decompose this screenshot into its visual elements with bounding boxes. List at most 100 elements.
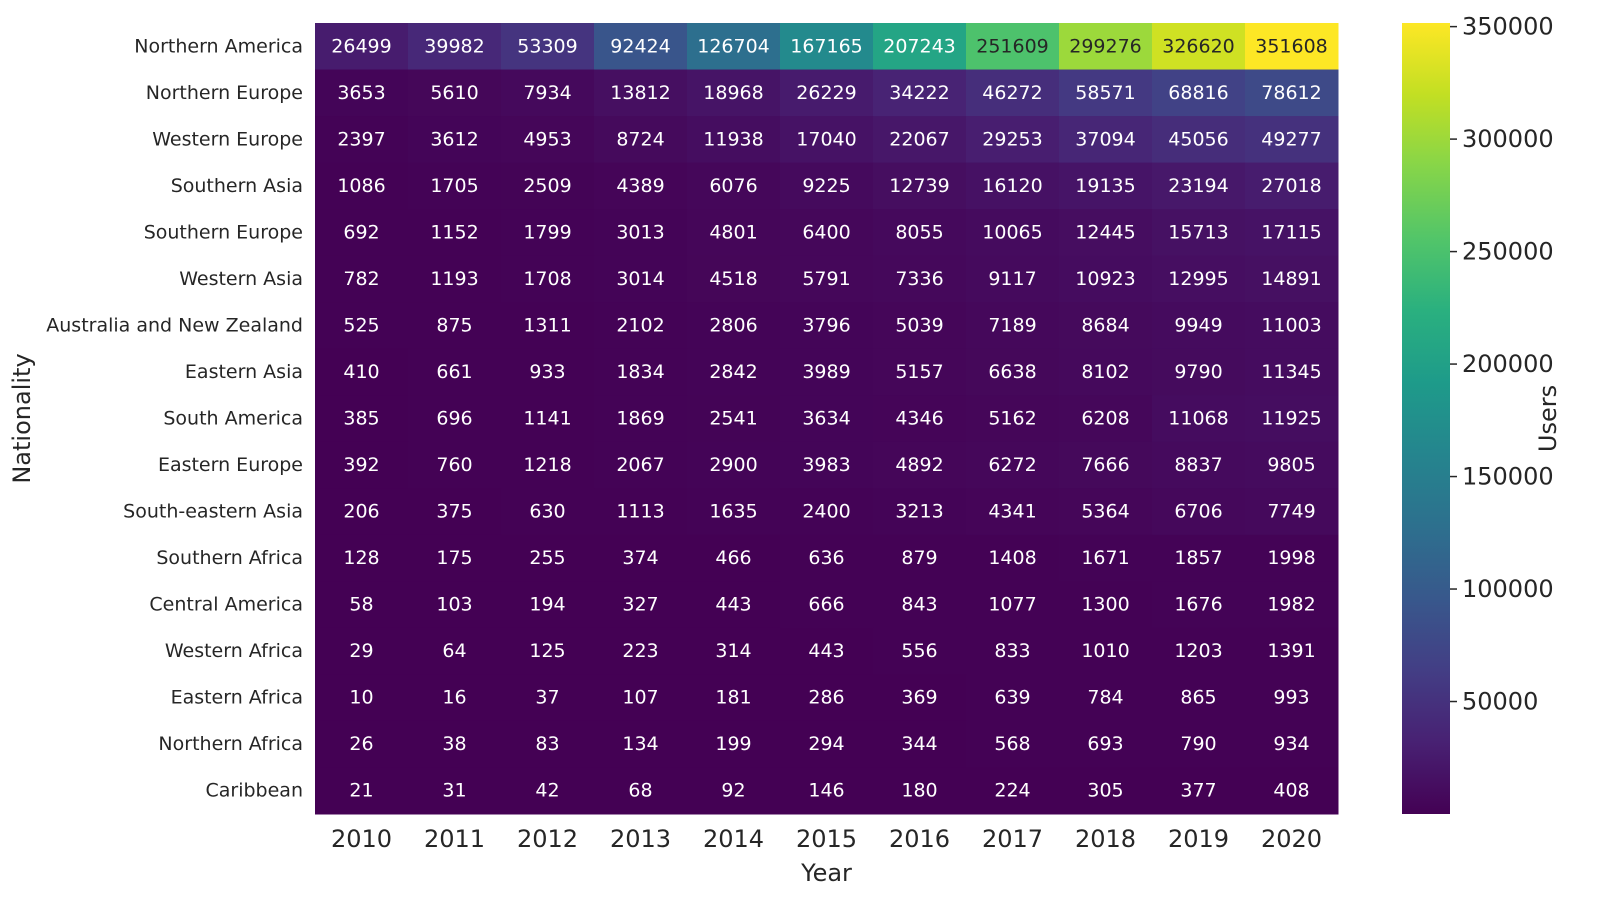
heatmap-cell: [966, 23, 1060, 71]
cell-value-label: 3014: [616, 268, 664, 290]
cell-value-label: 369: [901, 687, 937, 709]
heatmap-cell: [408, 674, 502, 722]
heatmap-cell: [315, 116, 409, 164]
cell-value-label: 3634: [802, 408, 850, 430]
heatmap-cell: [1245, 255, 1339, 303]
heatmap-cell: [780, 441, 874, 489]
cell-value-label: 11925: [1261, 408, 1321, 430]
cell-value-label: 305: [1087, 780, 1123, 802]
cell-value-label: 443: [715, 594, 751, 616]
heatmap-cell: [1152, 69, 1246, 117]
heatmap-cell: [501, 441, 595, 489]
cell-value-label: 17040: [796, 128, 856, 150]
heatmap-cell: [873, 674, 967, 722]
cell-value-label: 833: [994, 640, 1030, 662]
heatmap-cell: [1059, 395, 1153, 443]
heatmap-cell: [873, 162, 967, 210]
cell-value-label: 175: [436, 547, 472, 569]
heatmap-cell: [687, 395, 781, 443]
heatmap-cell: [1245, 441, 1339, 489]
colorbar-tick-label: 350000: [1462, 13, 1554, 41]
heatmap-cell: [873, 534, 967, 582]
cell-value-label: 103: [436, 594, 472, 616]
heatmap-cell: [1245, 395, 1339, 443]
cell-value-label: 1391: [1267, 640, 1315, 662]
cell-value-label: 3013: [616, 221, 664, 243]
heatmap-cell: [1152, 767, 1246, 815]
cell-value-label: 993: [1273, 687, 1309, 709]
cell-value-label: 933: [529, 361, 565, 383]
heatmap-cell: [1059, 23, 1153, 71]
heatmap-cell: [594, 23, 688, 71]
cell-value-label: 1193: [430, 268, 478, 290]
x-tick-label: 2013: [610, 825, 671, 853]
heatmap-cell: [315, 488, 409, 536]
heatmap-cell: [594, 116, 688, 164]
cell-value-label: 22067: [889, 128, 949, 150]
heatmap-cell: [687, 162, 781, 210]
cell-value-label: 8102: [1081, 361, 1129, 383]
cell-value-label: 13812: [610, 82, 670, 104]
heatmap-cell: [315, 720, 409, 768]
heatmap-cell: [501, 116, 595, 164]
y-tick-label: Northern Europe: [146, 82, 303, 104]
heatmap-cell: [873, 209, 967, 257]
cell-value-label: 12445: [1075, 221, 1135, 243]
heatmap-cell: [1245, 767, 1339, 815]
x-tick-label: 2016: [889, 825, 950, 853]
heatmap-cell: [687, 348, 781, 396]
heatmap-cell: [408, 395, 502, 443]
heatmap-cell: [780, 767, 874, 815]
cell-value-label: 16120: [982, 175, 1042, 197]
cell-value-label: 410: [343, 361, 379, 383]
x-tick-label: 2012: [517, 825, 578, 853]
cell-value-label: 7666: [1081, 454, 1129, 476]
heatmap-cell: [408, 441, 502, 489]
cell-value-label: 4389: [616, 175, 664, 197]
cell-value-label: 1113: [616, 501, 664, 523]
cell-value-label: 11003: [1261, 314, 1321, 336]
heatmap-cell: [1152, 488, 1246, 536]
heatmap-cell: [873, 395, 967, 443]
heatmap-cell: [315, 441, 409, 489]
x-tick-label: 2011: [424, 825, 485, 853]
cell-value-label: 351608: [1255, 35, 1328, 57]
cell-value-label: 2806: [709, 314, 757, 336]
heatmap-cell: [501, 69, 595, 117]
x-tick-label: 2017: [982, 825, 1043, 853]
heatmap-cell: [1059, 209, 1153, 257]
cell-value-label: 2102: [616, 314, 664, 336]
heatmap-cell: [966, 348, 1060, 396]
heatmap-cell: [1152, 627, 1246, 675]
y-tick-label: Australia and New Zealand: [46, 314, 303, 336]
heatmap-cell: [687, 23, 781, 71]
cell-value-label: 4801: [709, 221, 757, 243]
colorbar: 50000 100000 150000 200000 250000 300000 35000…: [1402, 13, 1562, 814]
heatmap-cell: [966, 69, 1060, 117]
heatmap-cell: [687, 302, 781, 350]
heatmap-cell: [408, 720, 502, 768]
heatmap-cell: [315, 581, 409, 629]
y-tick-label: Eastern Europe: [158, 454, 303, 476]
cell-value-label: 630: [529, 501, 565, 523]
heatmap-cell: [594, 767, 688, 815]
cell-value-label: 6076: [709, 175, 757, 197]
cell-value-label: 58571: [1075, 82, 1135, 104]
heatmap-cell: [315, 209, 409, 257]
x-tick-label: 2014: [703, 825, 764, 853]
heatmap-cell: [687, 116, 781, 164]
cell-value-label: 636: [808, 547, 844, 569]
heatmap-cell: [966, 534, 1060, 582]
cell-value-label: 4892: [895, 454, 943, 476]
heatmap-cell: [1059, 627, 1153, 675]
heatmap-cell: [780, 302, 874, 350]
cell-value-label: 392: [343, 454, 379, 476]
y-tick-label: Western Africa: [165, 640, 303, 662]
heatmap-cell: [1245, 69, 1339, 117]
heatmap-cell: [501, 720, 595, 768]
cell-value-label: 1869: [616, 408, 664, 430]
y-tick-label: Southern Asia: [171, 175, 303, 197]
cell-value-label: 6208: [1081, 408, 1129, 430]
y-tick-label: Northern Africa: [158, 733, 303, 755]
cell-value-label: 53309: [517, 35, 577, 57]
